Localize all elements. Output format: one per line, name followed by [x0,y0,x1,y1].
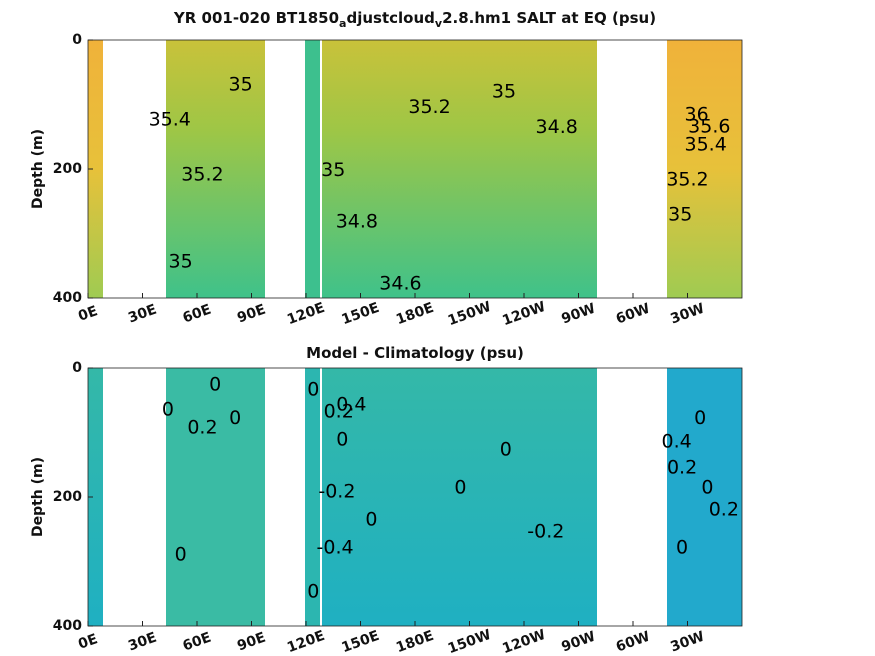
x-tick-label: 120W [500,627,547,656]
x-tick-label: 90W [559,629,597,656]
y-axis-label: Depth (m) [30,129,46,209]
contour-label: 0 [694,407,706,429]
x-tick-label: 60E [181,630,214,655]
y-tick-label: 200 [53,489,82,505]
contour-label: 34.8 [536,116,578,138]
x-tick-label: 180E [394,628,436,656]
x-tick-label: 150W [446,299,493,329]
title-subscript: a [339,17,346,30]
contour-label: 0 [365,509,377,531]
x-tick-label: 180E [394,300,436,328]
title-subscript: v [435,17,443,30]
x-tick-label: 0E [76,303,100,325]
x-tick-label: 0E [76,631,100,653]
x-tick-label: 120E [285,628,327,656]
x-tick-label: 90W [559,301,597,328]
contour-label: 0.2 [709,498,739,520]
contour-label: 0 [229,407,241,429]
contour-label: 35 [229,74,253,96]
contour-label: 35.4 [149,108,191,130]
field-bottom [88,368,742,626]
contour-label: 34.8 [336,210,378,232]
chart-title: Model - Climatology (psu) [306,344,524,362]
contour-label: 0 [454,476,466,498]
contour-label: 35 [321,159,345,181]
x-tick-label: 30E [126,630,159,655]
contour-label: -0.2 [318,480,355,502]
contour-label: 0.4 [661,431,691,453]
title-part: 2.8.hm1 SALT at EQ (psu) [442,9,656,27]
x-tick-label: 90E [235,302,268,327]
contour-label: 35.6 [688,116,730,138]
contour-label: 35.4 [685,134,727,156]
field-top [88,40,742,298]
contour-label: 0 [676,536,688,558]
x-tick-label: 60W [614,301,652,328]
y-tick-label: 0 [72,32,82,48]
contour-label: 0.4 [336,393,366,415]
contour-label: 0 [307,378,319,400]
contour-label: -0.2 [527,520,564,542]
contour-label: 0 [209,373,221,395]
contour-label: 35.2 [666,168,708,190]
x-tick-label: 60E [181,302,214,327]
contour-label: 0 [162,398,174,420]
contour-label: 34.6 [379,272,421,294]
contour-label: 35.2 [181,163,223,185]
x-tick-label: 150E [340,628,382,656]
x-tick-label: 90E [235,630,268,655]
title-part: YR 001-020 BT1850 [173,9,339,27]
title-part: djustcloud [346,9,434,27]
contour-label: 0 [307,580,319,602]
x-tick-label: 150W [446,627,493,656]
y-tick-label: 400 [53,290,82,306]
x-tick-label: 60W [614,629,652,656]
contour-label: 35.2 [408,96,450,118]
contour-label: 35 [668,203,692,225]
x-tick-label: 120E [285,300,327,328]
x-tick-label: 30E [126,302,159,327]
y-tick-label: 400 [53,618,82,634]
x-tick-label: 120W [500,299,547,329]
contour-label: 0 [500,438,512,460]
contour-label: 0 [701,476,713,498]
x-tick-label: 150E [340,300,382,328]
y-axis-label: Depth (m) [30,457,46,537]
contour-label: 0 [336,429,348,451]
title-part: Model - Climatology (psu) [306,344,524,362]
contour-label: 0 [175,544,187,566]
x-tick-label: 30W [668,301,706,328]
y-tick-label: 0 [72,360,82,376]
contour-label: 0.2 [187,416,217,438]
y-tick-label: 200 [53,161,82,177]
chart-title: YR 001-020 BT1850adjustcloudv2.8.hm1 SAL… [173,9,656,31]
contour-label: 36 [684,103,708,125]
contour-label: 35 [492,81,516,103]
contour-label: -0.4 [317,536,354,558]
x-tick-label: 30W [668,629,706,656]
contour-label: 35 [169,250,193,272]
contour-label: 0.2 [667,456,697,478]
contour-label: 0.2 [324,400,354,422]
